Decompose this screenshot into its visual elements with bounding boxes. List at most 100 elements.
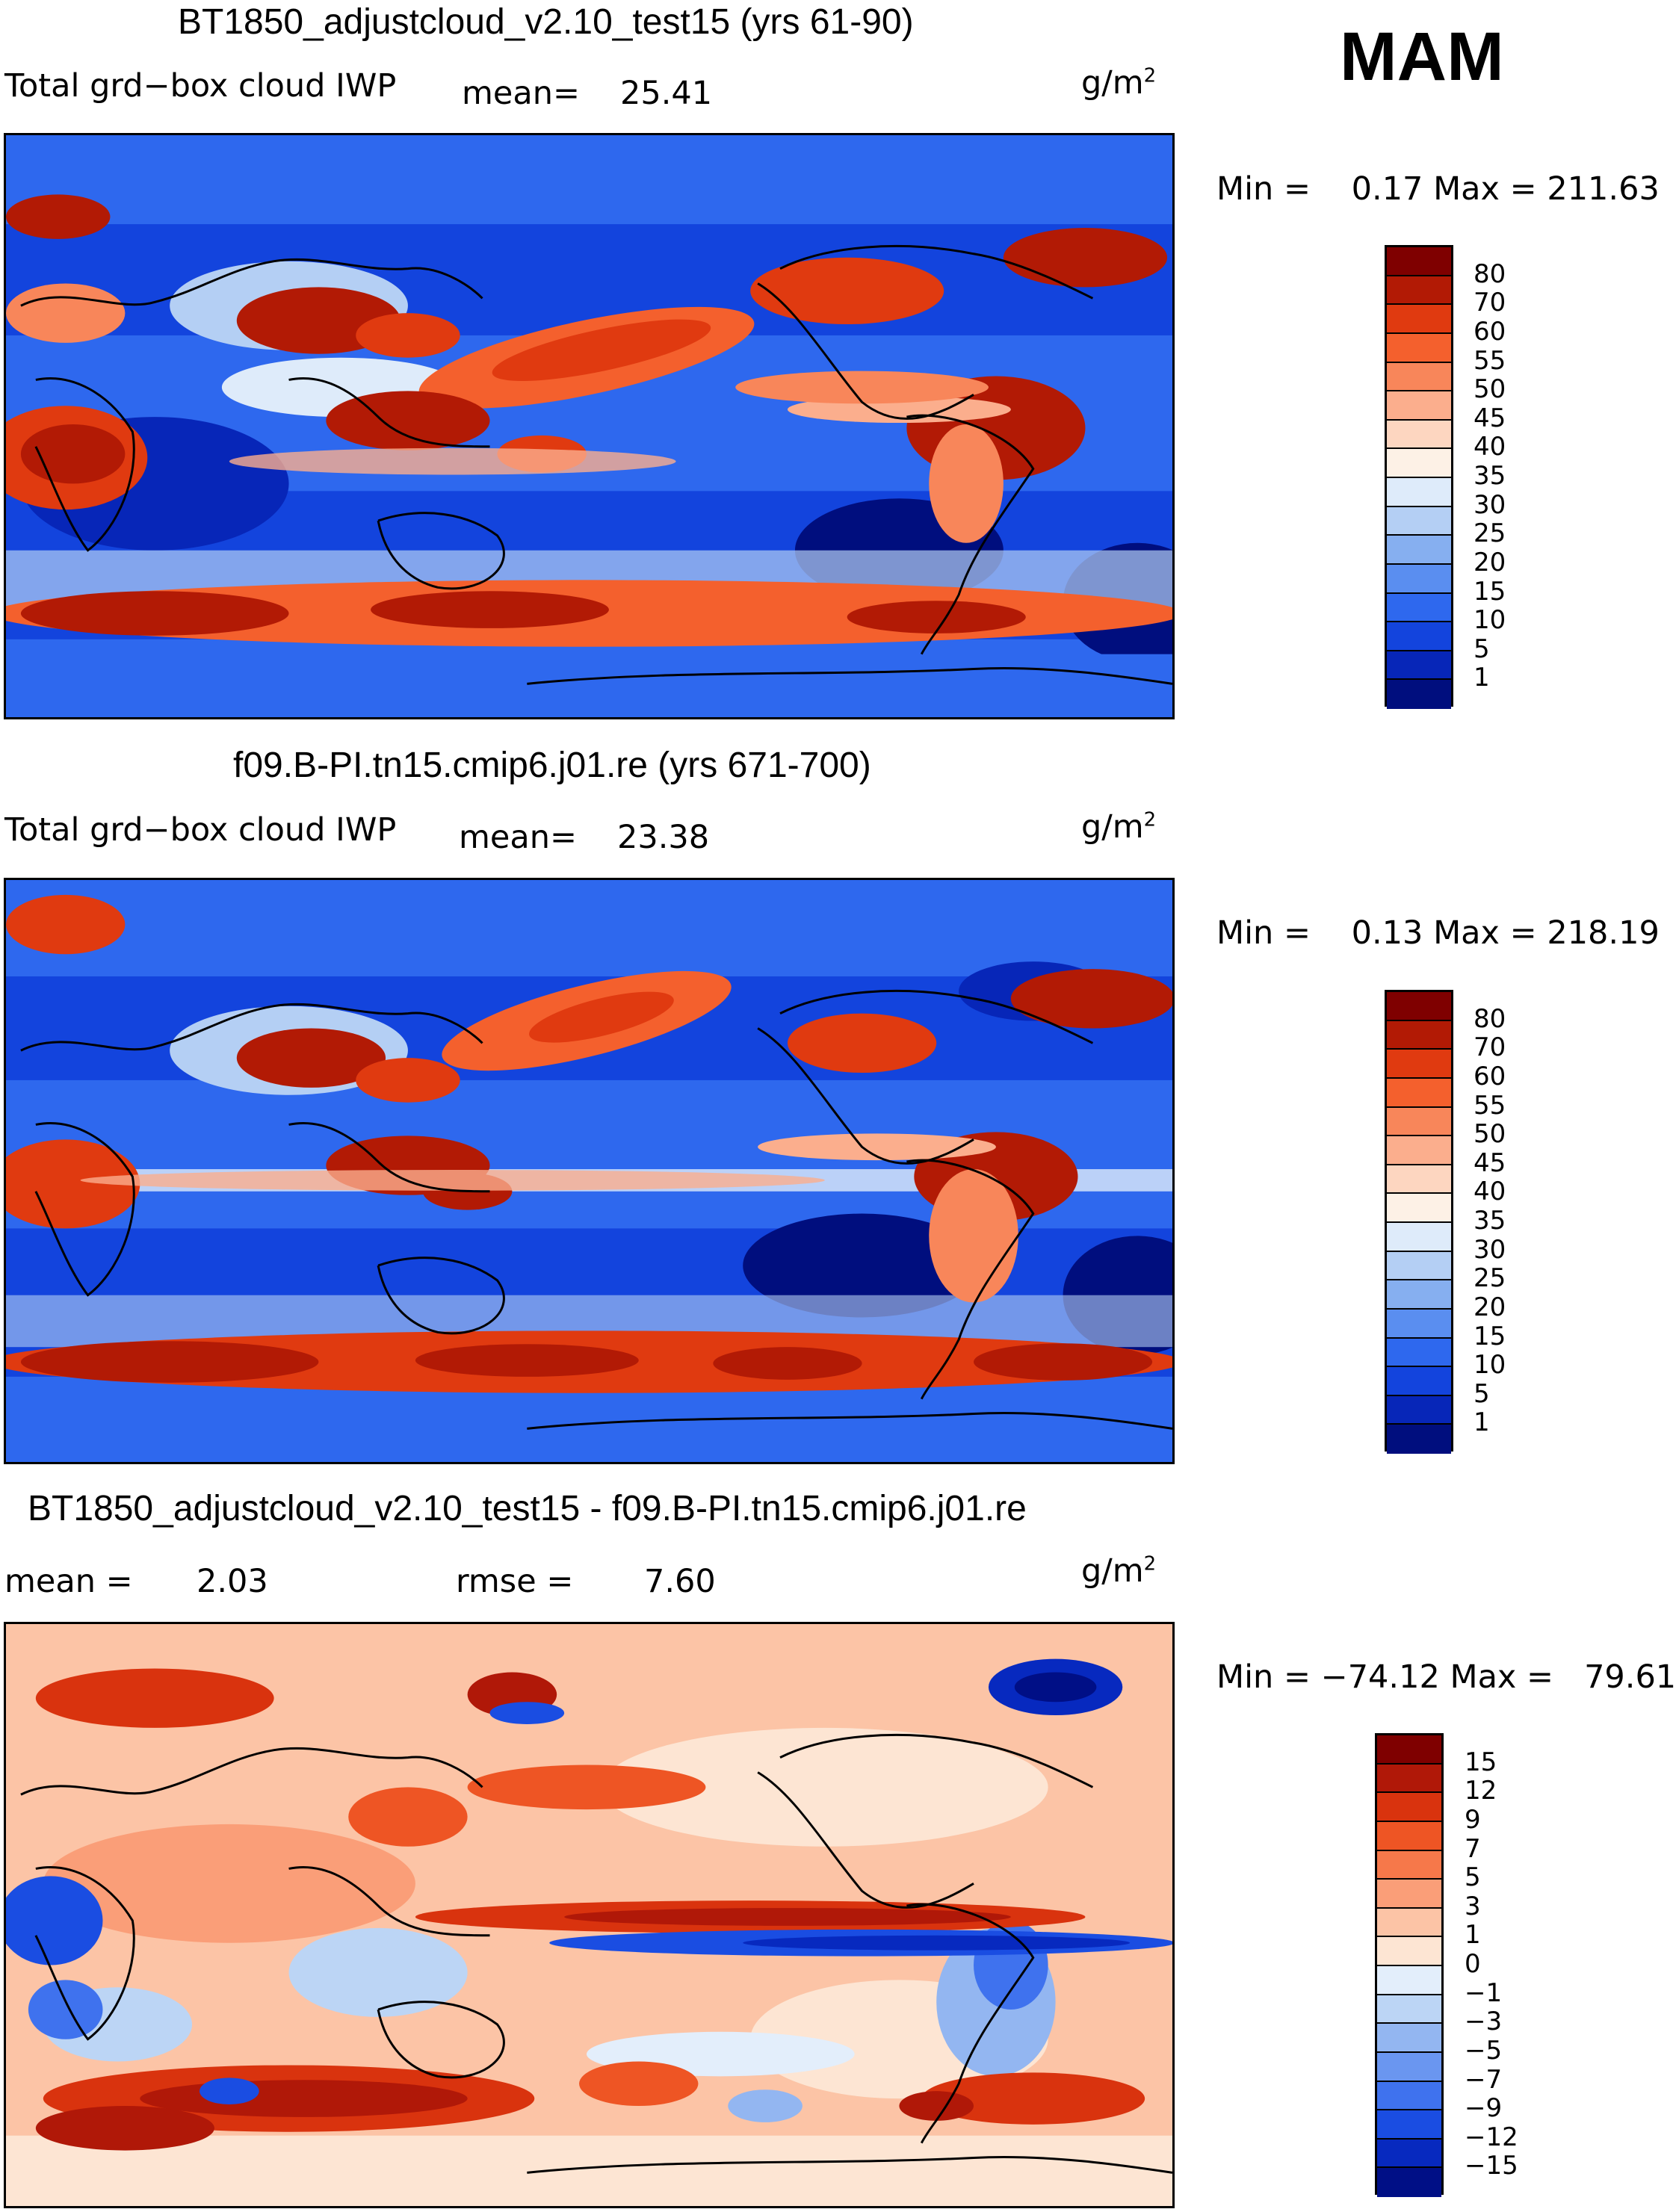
colorbar-cell [1387,992,1451,1021]
colorbar-cell [1387,536,1451,565]
colorbar-tick-label: 45 [1474,403,1506,433]
colorbar-cell [1377,1908,1441,1938]
colorbar-cell [1387,362,1451,392]
colorbar-cell [1387,651,1451,681]
panel-3-colorbar [1375,1733,1444,2197]
colorbar-tick-label: 10 [1474,1350,1506,1381]
colorbar-cell [1387,1425,1451,1454]
colorbar-tick-label: 0 [1465,1949,1481,1979]
colorbar-tick-label: 5 [1474,633,1490,664]
colorbar-cell [1377,1793,1441,1822]
colorbar-tick-label: 35 [1474,1206,1506,1236]
colorbar-tick-label: 25 [1474,518,1506,549]
colorbar-cell [1377,1966,1441,1995]
colorbar-cell [1387,1251,1451,1281]
colorbar-tick-label: 55 [1474,345,1506,376]
colorbar-cell [1387,391,1451,421]
panel-1-minmax: Min = 0.17 Max = 211.63 [1216,170,1660,208]
colorbar-cell [1387,1280,1451,1310]
colorbar-tick-label: 45 [1474,1147,1506,1178]
colorbar-cell [1387,564,1451,594]
panel-1-map [4,133,1175,719]
colorbar-tick-label: 9 [1465,1804,1481,1835]
colorbar-tick-label: −15 [1465,2151,1518,2181]
colorbar-cell [1387,680,1451,709]
panel-3-minmax: Min = −74.12 Max = 79.61 [1216,1658,1676,1696]
colorbar-cell [1377,1764,1441,1794]
panel-3-mean-value: 2.03 [197,1563,268,1600]
colorbar-cell [1377,2081,1441,2111]
colorbar-tick-label: −7 [1465,2064,1503,2095]
panel-3-rmse-value: 7.60 [644,1563,716,1600]
colorbar-cell [1377,2052,1441,2082]
panel-3-rmse-label: rmse = [456,1563,574,1600]
panel-3-title: BT1850_adjustcloud_v2.10_test15 - f09.B-… [28,1489,1027,1528]
colorbar-cell [1377,1821,1441,1851]
colorbar-tick-label: 5 [1474,1378,1490,1409]
colorbar-tick-label: −3 [1465,2007,1503,2037]
panel-2-mean-value: 23.38 [617,819,710,856]
colorbar-tick-label: 20 [1474,1292,1506,1322]
panel-1-title: BT1850_adjustcloud_v2.10_test15 (yrs 61-… [178,2,914,42]
colorbar-tick-label: 1 [1465,1920,1481,1951]
colorbar-cell [1387,593,1451,623]
colorbar-cell [1387,420,1451,450]
colorbar-tick-label: 1 [1474,1407,1490,1438]
panel-3-mean-label: mean = [4,1563,133,1600]
colorbar-tick-label: 70 [1474,288,1506,318]
colorbar-tick-label: 15 [1474,1321,1506,1351]
panel-2-colorbar [1385,990,1453,1454]
colorbar-cell [1387,449,1451,478]
colorbar-tick-label: 80 [1474,1003,1506,1034]
panel-1-colorbar [1385,245,1453,709]
colorbar-cell [1387,305,1451,334]
colorbar-tick-label: 3 [1465,1891,1481,1921]
panel-2-title: f09.B-PI.tn15.cmip6.j01.re (yrs 671-700) [233,746,871,785]
colorbar-cell [1387,1020,1451,1050]
coastlines [20,244,1172,685]
colorbar-tick-label: 55 [1474,1090,1506,1121]
colorbar-tick-label: −9 [1465,2093,1503,2124]
colorbar-tick-label: 60 [1474,316,1506,347]
colorbar-cell [1387,1223,1451,1252]
panel-2-mean-label: mean= [459,819,577,856]
colorbar-cell [1387,1165,1451,1195]
colorbar-cell [1377,1880,1441,1909]
panel-2-variable: Total grd−box cloud IWP [4,811,397,849]
panel-3-unit: g/m2 [1081,1552,1157,1590]
colorbar-cell [1387,622,1451,651]
colorbar-cell [1377,2110,1441,2140]
colorbar-tick-label: 7 [1465,1833,1481,1864]
colorbar-cell [1387,506,1451,536]
colorbar-cell [1387,1367,1451,1396]
coastlines [20,989,1172,1430]
colorbar-cell [1377,2139,1441,2169]
colorbar-tick-label: −1 [1465,1977,1503,2008]
colorbar-cell [1387,276,1451,306]
season-label: MAM [1340,19,1504,95]
colorbar-tick-label: −12 [1465,2122,1518,2152]
panel-2-unit: g/m2 [1081,808,1157,846]
colorbar-cell [1377,1995,1441,2024]
colorbar-cell [1387,1050,1451,1079]
panel-2-minmax: Min = 0.13 Max = 218.19 [1216,914,1660,952]
colorbar-cell [1387,1136,1451,1165]
colorbar-tick-label: 5 [1465,1862,1481,1893]
colorbar-tick-label: 12 [1465,1776,1497,1806]
panel-1-variable: Total grd−box cloud IWP [4,67,397,105]
colorbar-cell [1377,1850,1441,1880]
colorbar-tick-label: 30 [1474,1234,1506,1265]
colorbar-tick-label: 50 [1474,1119,1506,1150]
colorbar-cell [1387,333,1451,363]
panel-3-map [4,1622,1175,2208]
panel-1-mean-value: 25.41 [620,75,713,112]
coastlines [20,1733,1172,2174]
colorbar-cell [1377,2168,1441,2197]
colorbar-cell [1387,247,1451,276]
colorbar-tick-label: 15 [1474,576,1506,607]
colorbar-cell [1387,478,1451,507]
colorbar-tick-label: 20 [1474,547,1506,577]
panel-2-map [4,878,1175,1464]
colorbar-tick-label: 50 [1474,374,1506,405]
colorbar-tick-label: 30 [1474,489,1506,520]
